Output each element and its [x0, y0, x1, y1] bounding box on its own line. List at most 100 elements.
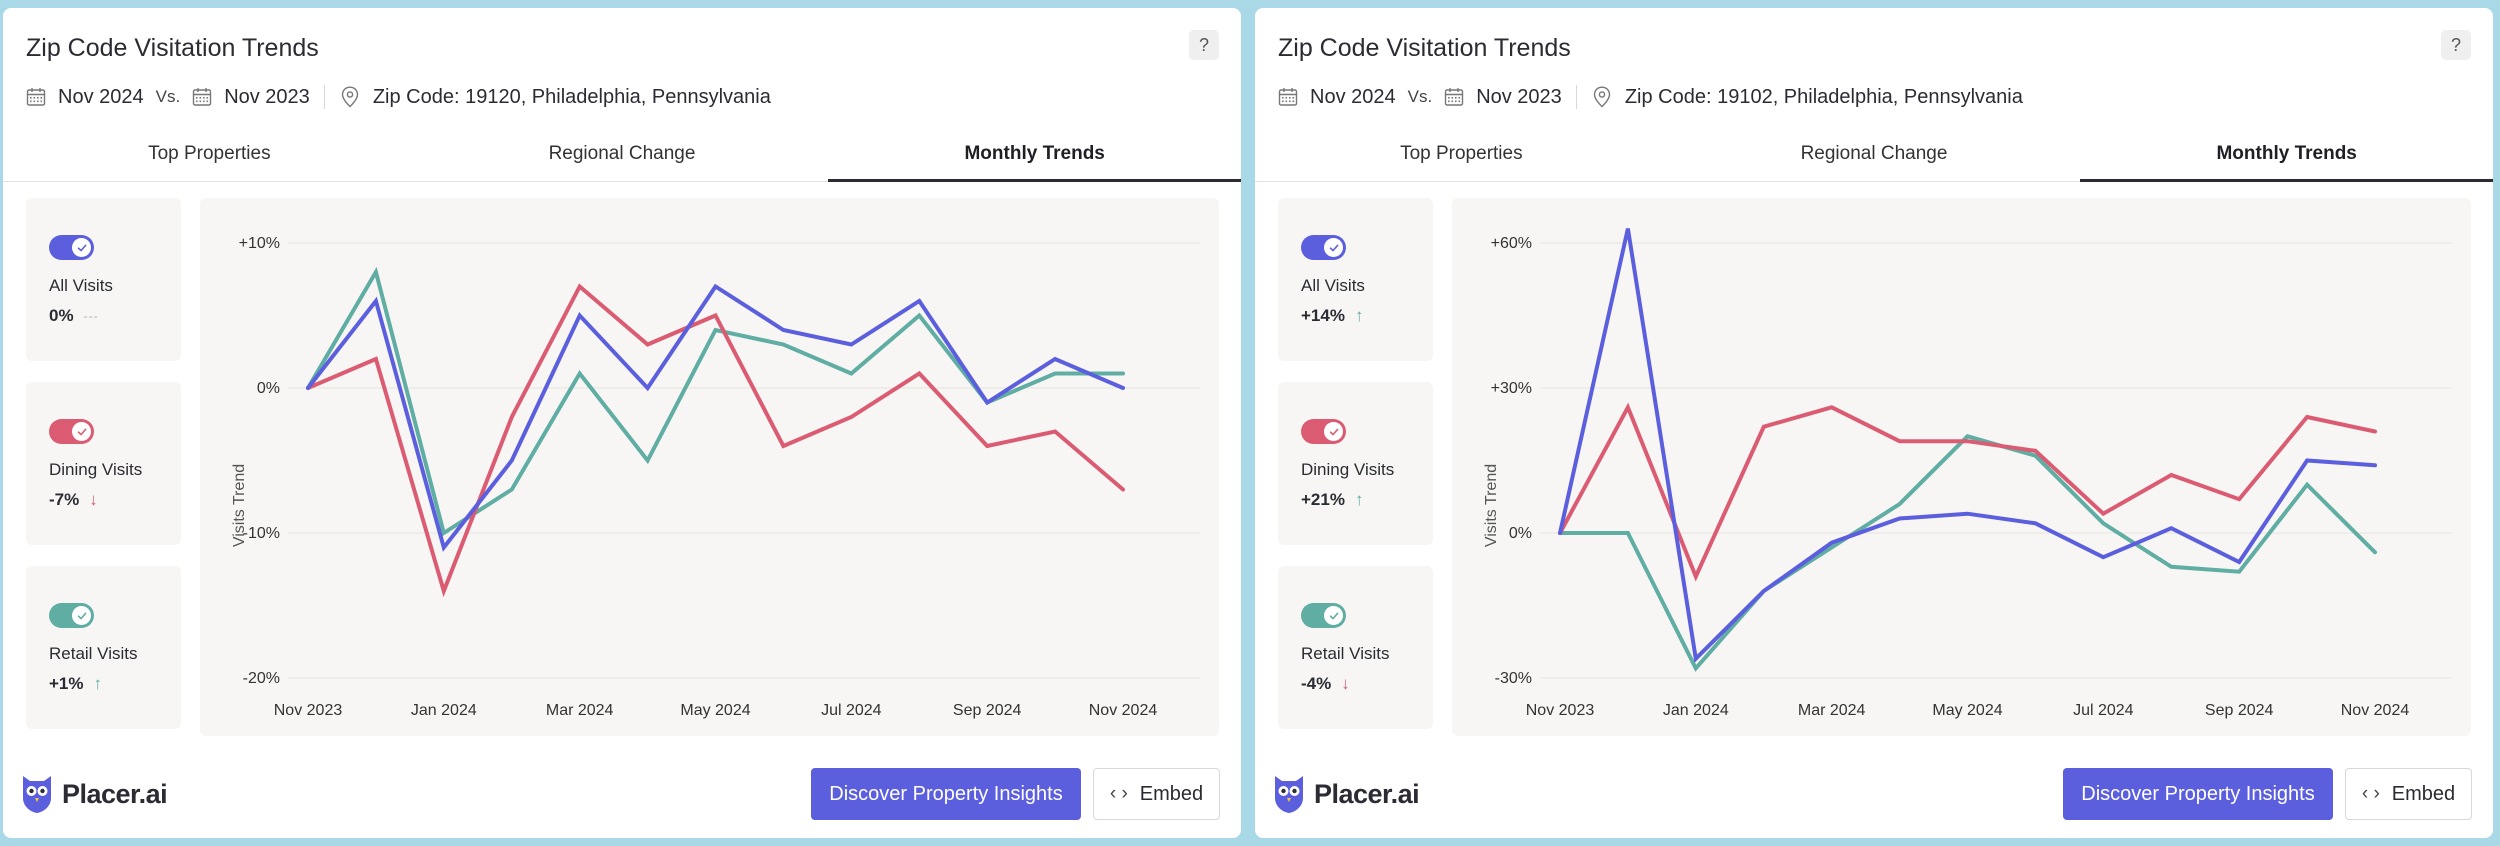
check-icon	[1329, 244, 1338, 251]
metric-value-text: +14%	[1301, 306, 1345, 325]
metric-toggle-switch[interactable]	[49, 235, 94, 260]
trend-down-icon: ↓	[89, 490, 98, 509]
metric-toggle-card: Dining Visits -7% ↓	[26, 382, 181, 545]
embed-label: Embed	[2391, 782, 2456, 805]
metric-toggle-card: All Visits +14% ↑	[1278, 198, 1433, 361]
placer-logo[interactable]: Placer.ai	[1272, 773, 1420, 815]
help-button[interactable]: ?	[2441, 30, 2471, 60]
x-tick-label: Jan 2024	[1663, 702, 1729, 719]
trend-up-icon: ↑	[93, 674, 103, 693]
metric-label: All Visits	[49, 276, 113, 295]
series-line-dining-visits	[1558, 402, 2377, 582]
logo-text: Placer.ai	[62, 778, 168, 809]
y-axis-label: Visits Trend	[1483, 464, 1500, 547]
y-tick-label: 0%	[257, 380, 280, 397]
date-from[interactable]: Nov 2024	[1310, 85, 1396, 108]
y-tick-label: -30%	[1495, 670, 1532, 687]
metric-toggle-card: Retail Visits -4% ↓	[1278, 566, 1433, 729]
trend-down-icon: ↓	[1341, 674, 1350, 693]
y-tick-label: +60%	[1491, 235, 1532, 252]
tab-monthly-trends[interactable]: Monthly Trends	[2080, 126, 2493, 182]
trend-up-icon: ↑	[1354, 490, 1364, 509]
check-icon	[77, 428, 86, 435]
y-tick-label: 0%	[1509, 525, 1532, 542]
placer-logo[interactable]: Placer.ai	[20, 773, 168, 815]
toggle-knob	[72, 238, 91, 257]
placer-owl-logo-icon	[1275, 776, 1303, 813]
date-to[interactable]: Nov 2023	[224, 85, 310, 108]
x-tick-label: May 2024	[680, 702, 750, 719]
x-tick-label: Sep 2024	[953, 702, 1022, 719]
vs-label: Vs.	[1407, 87, 1433, 106]
metric-value: -7% ↓	[49, 490, 98, 510]
x-tick-label: Mar 2024	[1798, 702, 1866, 719]
date-to[interactable]: Nov 2023	[1476, 85, 1562, 108]
x-tick-label: May 2024	[1932, 702, 2002, 719]
check-icon	[77, 612, 86, 619]
x-tick-label: Nov 2024	[1089, 702, 1158, 719]
divider	[323, 85, 325, 109]
x-tick-label: Nov 2024	[2341, 702, 2410, 719]
calendar-icon	[26, 88, 46, 106]
toggle-knob	[72, 422, 91, 441]
calendar-icon	[192, 88, 212, 106]
metric-toggle-switch[interactable]	[1301, 419, 1346, 444]
zip-code-visitation-widget: Zip Code Visitation Trends? Nov 2024 Vs. No…	[1255, 8, 2493, 838]
widget-title: Zip Code Visitation Trends	[1278, 34, 1571, 62]
discover-insights-button[interactable]: Discover Property Insights	[2063, 768, 2333, 820]
chart-panel: +60% +30% 0% -30% Visits Trend Nov 2023 Jan 20…	[1452, 198, 2471, 736]
line-chart: +10% 0% -10% -20% Visits Trend Nov 2023 Jan 20…	[231, 235, 1200, 719]
zip-code-visitation-widget: Zip Code Visitation Trends? Nov 2024 Vs. No…	[3, 8, 1241, 838]
location-label: Zip Code: 19102, Philadelphia, Pennsylva…	[1624, 85, 2023, 108]
metric-toggle-switch[interactable]	[1301, 235, 1346, 260]
toggle-knob	[1324, 606, 1343, 625]
metric-value: +21% ↑	[1301, 490, 1363, 510]
series-line-retail-visits	[1558, 434, 2377, 672]
metric-toggle-switch[interactable]	[49, 603, 94, 628]
metric-label: Retail Visits	[1301, 644, 1390, 663]
vs-label: Vs.	[155, 87, 181, 106]
x-tick-label: Nov 2023	[1526, 702, 1595, 719]
metric-label: All Visits	[1301, 276, 1365, 295]
check-icon	[77, 244, 86, 251]
calendar-icon	[1444, 88, 1464, 106]
x-tick-label: Jan 2024	[411, 702, 477, 719]
location-pin-icon	[341, 86, 359, 108]
series-line-all-visits	[1558, 228, 2377, 663]
tab-top-properties[interactable]: Top Properties	[148, 142, 271, 164]
tab-regional-change[interactable]: Regional Change	[548, 142, 696, 164]
trend-neutral-icon: ---	[83, 309, 99, 323]
tab-monthly-trends[interactable]: Monthly Trends	[828, 126, 1241, 182]
chart-panel: +10% 0% -10% -20% Visits Trend Nov 2023 Jan 20…	[200, 198, 1219, 736]
comparison-meta: Nov 2024 Vs. Nov 2023 Zip Code: 19120, Phil…	[26, 82, 771, 112]
metric-value-text: -4%	[1301, 674, 1332, 693]
metric-toggle-switch[interactable]	[49, 419, 94, 444]
embed-button[interactable]: ‹ › Embed	[2345, 768, 2472, 820]
logo-text: Placer.ai	[1314, 778, 1420, 809]
discover-insights-button[interactable]: Discover Property Insights	[811, 768, 1081, 820]
metric-value: +1% ↑	[49, 674, 102, 694]
metric-value: 0% ---	[49, 306, 99, 326]
date-from[interactable]: Nov 2024	[58, 85, 144, 108]
help-button[interactable]: ?	[1189, 30, 1219, 60]
divider	[1575, 85, 1577, 109]
tab-regional-change[interactable]: Regional Change	[1800, 142, 1948, 164]
x-tick-label: Jul 2024	[2073, 702, 2134, 719]
metric-value: -4% ↓	[1301, 674, 1350, 694]
code-brackets-icon: ‹ ›	[2361, 783, 2380, 804]
metric-label: Retail Visits	[49, 644, 138, 663]
tab-top-properties[interactable]: Top Properties	[1400, 142, 1523, 164]
tab-bar: Top Properties Regional Change Monthly Tre…	[3, 126, 1241, 182]
embed-button[interactable]: ‹ › Embed	[1093, 768, 1220, 820]
metric-value-text: +1%	[49, 674, 84, 693]
check-icon	[1329, 612, 1338, 619]
code-brackets-icon: ‹ ›	[1109, 783, 1128, 804]
metric-toggle-card: Dining Visits +21% ↑	[1278, 382, 1433, 545]
metric-value: +14% ↑	[1301, 306, 1363, 326]
metric-value-text: -7%	[49, 490, 80, 509]
metric-value-text: +21%	[1301, 490, 1345, 509]
embed-label: Embed	[1139, 782, 1204, 805]
line-chart: +60% +30% 0% -30% Visits Trend Nov 2023 Jan 20…	[1483, 228, 2452, 719]
comparison-meta: Nov 2024 Vs. Nov 2023 Zip Code: 19102, Phil…	[1278, 82, 2023, 112]
metric-toggle-switch[interactable]	[1301, 603, 1346, 628]
